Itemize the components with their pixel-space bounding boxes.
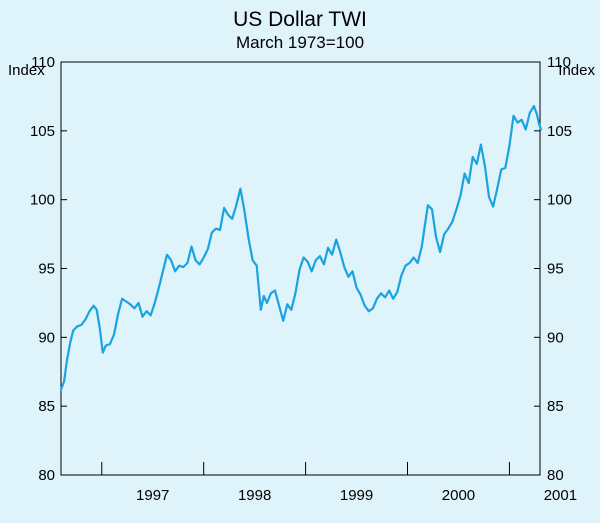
y-tick-label-left: 85 xyxy=(38,398,55,415)
x-tick-label: 1999 xyxy=(340,487,373,504)
x-tick-label: 1997 xyxy=(136,487,169,504)
y-tick-label-right: 110 xyxy=(547,54,571,71)
y-tick-label-right: 90 xyxy=(547,329,564,346)
y-axis-label-right: Index xyxy=(558,62,595,79)
y-tick-label-right: 95 xyxy=(547,261,564,278)
x-tick-label: 2000 xyxy=(442,487,475,504)
y-tick-label-left: 95 xyxy=(38,261,55,278)
chart-title: US Dollar TWI xyxy=(233,8,367,31)
chart-subtitle: March 1973=100 xyxy=(236,33,364,52)
series-layer xyxy=(59,105,543,391)
x-tick-label: 1998 xyxy=(238,487,271,504)
y-tick-label-right: 80 xyxy=(547,467,564,484)
y-tick-labels-right: 110 105 100 95 90 85 80 xyxy=(534,54,572,484)
y-tick-label-left: 105 xyxy=(30,123,55,140)
x-tick-label: 2001 xyxy=(544,487,577,504)
y-axis-label-left: Index xyxy=(8,62,45,79)
x-tick-labels: 1997 1998 1999 2000 2001 xyxy=(136,487,577,504)
y-tick-label-right: 100 xyxy=(547,192,572,209)
y-tick-label-right: 85 xyxy=(547,398,564,415)
y-tick-label-left: 110 xyxy=(31,54,55,71)
y-tick-label-right: 105 xyxy=(547,123,572,140)
y-tick-labels-left: 110 105 100 95 90 85 80 xyxy=(30,54,67,484)
y-tick-label-left: 100 xyxy=(30,192,55,209)
x-year-dividers xyxy=(101,462,510,475)
series-line xyxy=(59,105,543,391)
y-tick-label-left: 80 xyxy=(38,467,55,484)
y-tick-label-left: 90 xyxy=(38,329,55,346)
